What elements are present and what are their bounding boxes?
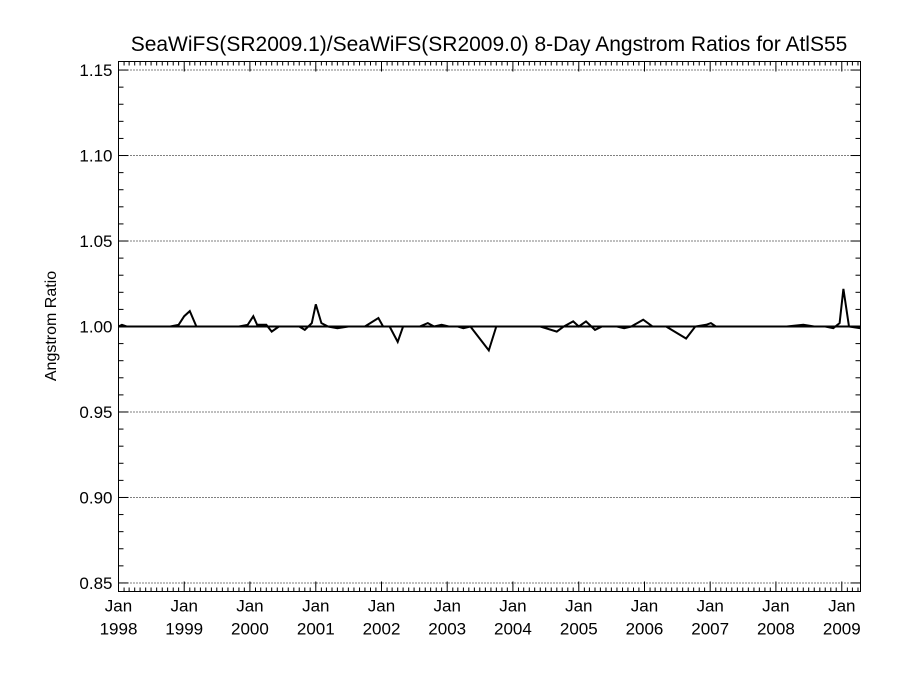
x-tick-year: 2002 [363, 620, 401, 639]
chart-title: SeaWiFS(SR2009.1)/SeaWiFS(SR2009.0) 8-Da… [131, 33, 848, 56]
x-tick-month: Jan [170, 597, 197, 616]
y-tick-label: 0.85 [79, 574, 112, 593]
x-tick-month: Jan [565, 597, 592, 616]
x-tick-month: Jan [368, 597, 395, 616]
y-tick-label: 1.05 [79, 232, 112, 251]
y-tick-labels: 0.85 0.90 0.95 1.00 1.05 1.10 1.15 [79, 61, 112, 593]
x-tick-month: Jan [302, 597, 329, 616]
gridlines [118, 69, 861, 584]
x-tick-month: Jan [105, 597, 132, 616]
x-tick-year: 1998 [100, 620, 138, 639]
x-tick-month: Jan [696, 597, 723, 616]
x-tick-year: 2005 [560, 620, 598, 639]
x-tick-year: 2009 [823, 620, 861, 639]
x-tick-month: Jan [631, 597, 658, 616]
x-tick-month: Jan [433, 597, 460, 616]
x-tick-month: Jan [828, 597, 855, 616]
x-tick-year: 2003 [428, 620, 466, 639]
plot-frame [118, 61, 861, 592]
x-tick-year: 2004 [494, 620, 532, 639]
x-tick-year: 1999 [165, 620, 203, 639]
x-tick-month: Jan [762, 597, 789, 616]
y-tick-label: 1.10 [79, 147, 112, 166]
y-tick-label: 0.95 [79, 403, 112, 422]
x-tick-year: 2006 [626, 620, 664, 639]
x-tick-year: 2007 [691, 620, 729, 639]
y-tick-label: 1.00 [79, 318, 112, 337]
x-minor-ticks [118, 61, 859, 592]
x-tick-labels: Jan 1998 Jan 1999 Jan 2000 Jan 2001 Jan 2002 Jan 20… [100, 597, 861, 639]
y-minor-ticks [118, 86, 861, 567]
y-tick-label: 1.15 [79, 61, 112, 80]
x-tick-year: 2008 [757, 620, 795, 639]
x-tick-month: Jan [236, 597, 263, 616]
y-tick-label: 0.90 [79, 488, 112, 507]
series-group [118, 288, 861, 353]
series-line [118, 288, 861, 353]
x-tick-year: 2001 [297, 620, 335, 639]
x-tick-year: 2000 [231, 620, 269, 639]
x-tick-month: Jan [499, 597, 526, 616]
y-axis-label: Angstrom Ratio [43, 271, 60, 381]
